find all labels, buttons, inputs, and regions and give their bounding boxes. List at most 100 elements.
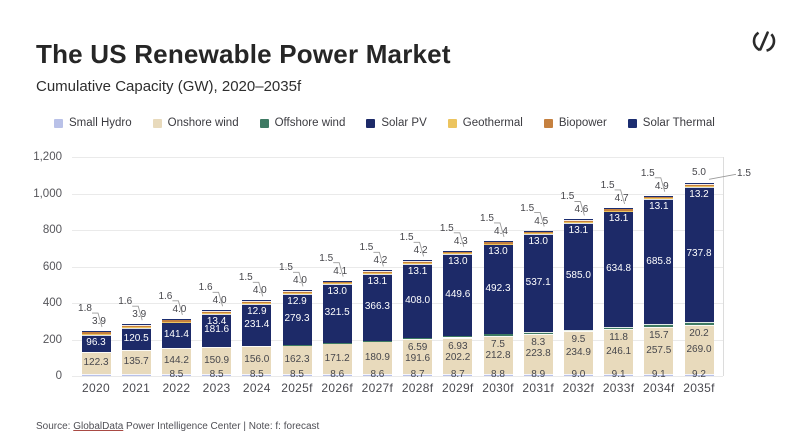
- small-hydro-label: 8.8: [491, 369, 505, 380]
- small-hydro-segment: [322, 374, 352, 376]
- offshore-wind-label: 6.93: [448, 340, 468, 352]
- solar-pv-segment: [604, 211, 634, 328]
- x-tick-label-2020: 2020: [82, 381, 110, 395]
- solar-pv-label: 737.8: [686, 248, 712, 260]
- y-tick-label: 400: [42, 297, 62, 309]
- solar-pv-label: 408.0: [405, 295, 431, 306]
- onshore-wind-label: 223.8: [525, 347, 551, 359]
- biopower-label: 13.1: [367, 275, 388, 287]
- onshore-wind-label: 162.3: [284, 353, 310, 365]
- biopower-segment: [443, 251, 473, 254]
- geothermal-segment: [161, 321, 191, 323]
- onshore-wind-segment: [81, 352, 111, 375]
- onshore-wind-label: 212.8: [485, 349, 511, 361]
- geothermal-segment: [483, 243, 513, 245]
- solar-pv-segment: [81, 334, 111, 353]
- small-hydro-segment: [644, 374, 674, 376]
- solar-pv-label: 120.5: [123, 332, 149, 344]
- biopower-label: 12.9: [287, 295, 307, 307]
- solar-pv-label: 449.6: [445, 289, 471, 301]
- legend-item-solar-pv: Solar PV: [366, 117, 427, 129]
- solar-thermal-label: 1.6: [158, 290, 173, 302]
- onshore-wind-segment: [403, 339, 433, 375]
- geothermal-label: 4.3: [453, 235, 468, 247]
- small-hydro-label: 9.1: [651, 369, 666, 380]
- geothermal-label: 3.9: [132, 309, 147, 321]
- solar-pv-segment: [322, 284, 352, 343]
- x-tick-label-2026f: 2026f: [321, 381, 353, 395]
- legend-swatch-offshore-wind: [259, 118, 269, 128]
- small-hydro-segment: [362, 374, 392, 376]
- offshore-wind-segment: [403, 338, 433, 340]
- onshore-wind-label: 191.6: [405, 353, 431, 365]
- solar-pv-label: 141.4: [163, 329, 189, 341]
- onshore-wind-segment: [362, 341, 392, 375]
- solar-thermal-label: 1.5: [640, 167, 655, 179]
- geothermal-segment: [202, 313, 232, 314]
- solar-thermal-label: 1.5: [399, 232, 414, 244]
- solar-thermal-segment: [644, 195, 674, 197]
- geothermal-segment: [81, 333, 111, 335]
- onshore-wind-segment: [443, 337, 473, 375]
- biopower-segment: [161, 319, 191, 322]
- x-tick-label-2035f: 2035f: [683, 381, 715, 395]
- solar-thermal-label: 1.5: [359, 242, 374, 254]
- onshore-wind-segment: [523, 333, 553, 375]
- solar-pv-label: 634.8: [606, 263, 632, 275]
- legend-item-small-hydro: Small Hydro: [54, 117, 132, 129]
- y-tick-label: 600: [42, 260, 62, 273]
- solar-thermal-segment: [483, 240, 513, 242]
- source-note: Source: GlobalData Power Intelligence Ce…: [36, 421, 319, 432]
- y-tick-label: 1,000: [33, 187, 62, 200]
- small-hydro-label: 8.5: [290, 369, 304, 380]
- onshore-wind-segment: [644, 327, 674, 375]
- globaldata-link[interactable]: GlobalData: [73, 421, 124, 432]
- biopower-label: 13.4: [206, 315, 227, 327]
- biopower-label: 13.0: [488, 246, 508, 258]
- onshore-wind-segment: [202, 346, 232, 375]
- small-hydro-label: 8.6: [330, 369, 345, 380]
- small-hydro-segment: [161, 374, 191, 376]
- geothermal-label: 4.5: [534, 215, 549, 227]
- stacked-bar-chart: 0 200 400 600 800 1,000 1,200 122.3 96.3 3.9 1.8 20…: [0, 148, 800, 410]
- small-hydro-label: 8.5: [249, 369, 264, 380]
- geothermal-segment: [121, 326, 151, 328]
- geothermal-label: 4.0: [293, 275, 307, 287]
- solar-thermal-segment: [604, 207, 634, 209]
- solar-pv-segment: [483, 244, 513, 335]
- biopower-label: 12.9: [247, 305, 267, 317]
- biopower-label: 13.2: [689, 188, 709, 200]
- x-tick-label-2034f: 2034f: [643, 381, 675, 395]
- solar-pv-label: 366.3: [364, 301, 390, 313]
- small-hydro-segment: [282, 374, 312, 376]
- biopower-segment: [403, 260, 433, 264]
- solar-thermal-label: 1.5: [560, 191, 575, 203]
- chart-subtitle: Cumulative Capacity (GW), 2020–2035f: [36, 78, 302, 95]
- legend-swatch-small-hydro: [54, 118, 63, 128]
- solar-thermal-segment: [563, 219, 593, 221]
- solar-pv-segment: [523, 233, 553, 332]
- onshore-wind-label: 269.0: [686, 343, 712, 355]
- solar-pv-segment: [282, 293, 312, 345]
- offshore-wind-segment: [483, 334, 513, 336]
- onshore-wind-label: 246.1: [606, 345, 632, 357]
- biopower-label: 13.1: [407, 265, 428, 277]
- onshore-wind-label: 144.2: [163, 355, 189, 367]
- legend-item-onshore-wind: Onshore wind: [152, 117, 239, 129]
- x-tick-label-2025f: 2025f: [281, 381, 313, 395]
- x-tick-label-2023: 2023: [202, 381, 231, 395]
- legend-swatch-solar-thermal: [627, 118, 637, 128]
- solar-pv-segment: [684, 186, 714, 322]
- onshore-wind-label: 180.9: [364, 351, 390, 363]
- y-tick-label: 800: [42, 224, 62, 236]
- x-tick-label-2033f: 2033f: [602, 381, 635, 395]
- offshore-wind-label: 6.59: [407, 342, 428, 354]
- offshore-wind-segment: [644, 324, 674, 328]
- onshore-wind-label: 202.2: [445, 351, 471, 363]
- solar-thermal-label: 1.5: [319, 252, 334, 264]
- solar-thermal-segment: [81, 331, 111, 332]
- geothermal-segment: [684, 185, 714, 187]
- legend-item-offshore-wind: Offshore wind: [259, 117, 345, 129]
- solar-thermal-segment: [282, 290, 312, 291]
- legend-swatch-solar-pv: [366, 118, 376, 128]
